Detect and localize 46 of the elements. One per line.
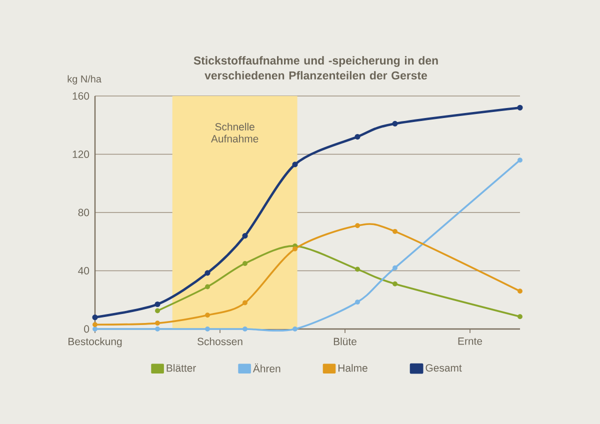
annotation: Schnelle Aufnahme	[210, 122, 258, 142]
x-tick-label: Ernte	[458, 338, 482, 345]
legend-label: Gesamt	[426, 364, 462, 372]
point	[355, 300, 360, 305]
chart-title: Stickstoffaufnahme und -speicherung in den verschiedenen Pflanzenteilen der Gerste	[194, 56, 438, 80]
point	[205, 312, 210, 318]
point	[354, 134, 360, 140]
point	[292, 326, 298, 332]
point	[242, 300, 248, 306]
point	[518, 288, 522, 294]
point	[155, 308, 160, 314]
point	[242, 260, 248, 266]
point	[292, 246, 298, 252]
point	[392, 228, 398, 234]
legend-label: Blätter	[166, 364, 196, 372]
point	[242, 233, 248, 239]
point	[205, 284, 210, 290]
point	[392, 281, 398, 286]
legend-label: Halme	[338, 364, 368, 372]
point	[355, 223, 360, 228]
point	[518, 158, 522, 163]
y-tick-label: 160	[72, 92, 90, 100]
point	[392, 265, 398, 270]
point	[392, 120, 398, 126]
y-tick-label: 0	[84, 325, 90, 333]
point	[92, 322, 98, 328]
point	[155, 320, 160, 326]
point	[242, 326, 248, 332]
point	[518, 314, 522, 320]
point	[355, 266, 360, 272]
point	[154, 301, 160, 308]
y-axis-title: kg N/ha	[68, 75, 102, 84]
y-tick-label: 80	[78, 208, 90, 216]
point	[204, 270, 210, 276]
y-tick-label: 40	[78, 267, 90, 274]
point	[92, 326, 98, 332]
point	[517, 104, 523, 110]
point	[155, 326, 160, 332]
x-tick-label: Blüte	[334, 338, 356, 346]
x-tick-label: Schossen	[198, 338, 242, 346]
point	[92, 314, 98, 320]
point	[292, 162, 298, 168]
x-tick-label: Bestockung	[68, 338, 122, 348]
legend-label: Ähren	[252, 363, 280, 372]
point	[205, 326, 210, 332]
y-tick-label: 120	[72, 150, 90, 158]
